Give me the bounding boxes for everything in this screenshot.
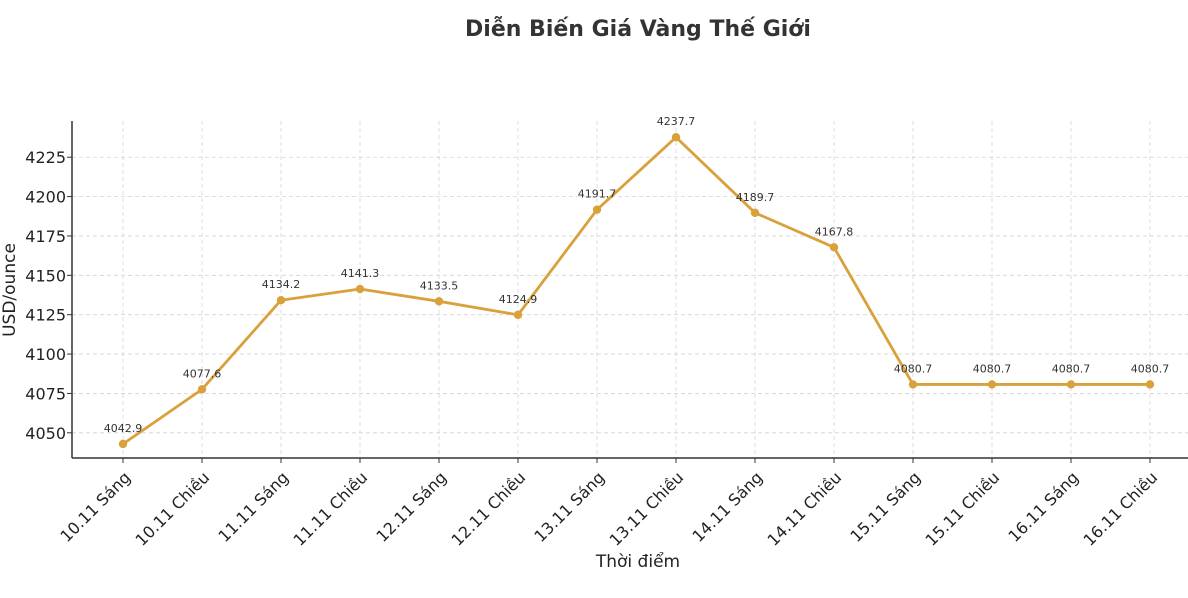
y-tick-label: 4150	[25, 266, 66, 285]
data-point	[1145, 380, 1155, 389]
data-label: 4080.7	[973, 362, 1012, 375]
axes	[71, 121, 1188, 459]
x-tick-label: 12.11 Sáng	[372, 468, 450, 546]
y-tick-label: 4100	[25, 345, 66, 364]
data-point	[355, 284, 365, 294]
data-point	[592, 205, 602, 214]
x-tick-label: 10.11 Chiều	[132, 468, 214, 550]
series	[118, 133, 1155, 449]
x-tick-label: 10.11 Sáng	[56, 468, 134, 546]
data-point	[671, 133, 681, 142]
series-line	[122, 135, 1150, 446]
x-tick-label: 12.11 Chiều	[448, 468, 530, 550]
data-point	[513, 310, 523, 320]
y-axis-label: USD/ounce	[0, 243, 20, 337]
data-label: 4080.7	[1052, 362, 1091, 375]
data-point	[908, 380, 918, 389]
gridlines	[72, 121, 1188, 458]
data-point	[1066, 380, 1076, 389]
x-tick-label: 14.11 Sáng	[688, 468, 766, 546]
data-label: 4141.3	[341, 267, 380, 280]
data-point	[197, 385, 207, 394]
data-point	[987, 380, 997, 389]
y-tick-label: 4175	[25, 227, 66, 246]
data-point	[276, 296, 286, 305]
data-label: 4080.7	[894, 362, 933, 375]
data-label: 4189.7	[736, 191, 775, 204]
x-tick-label: 15.11 Chiều	[922, 468, 1004, 550]
data-labels: 4042.9 4077.6 4134.2 4141.3 4133.5 4124.9 4191…	[104, 115, 1170, 435]
y-ticks: 4050 4075 4100 4125 4150 4175 4200 4225	[25, 148, 72, 443]
x-tick-label: 16.11 Sáng	[1004, 468, 1082, 546]
data-point	[750, 208, 760, 218]
data-label: 4191.7	[578, 188, 617, 201]
y-tick-label: 4125	[25, 306, 66, 325]
x-tick-label: 16.11 Chiều	[1080, 468, 1162, 550]
x-tick-label: 11.11 Sáng	[214, 468, 292, 546]
data-point	[434, 297, 444, 306]
data-label: 4167.8	[815, 225, 854, 238]
y-tick-label: 4200	[25, 188, 66, 207]
x-axis-label: Thời điểm	[595, 551, 680, 572]
data-label: 4124.9	[499, 293, 538, 306]
chart-title: Diễn Biến Giá Vàng Thế Giới	[465, 17, 811, 42]
y-tick-label: 4225	[25, 148, 66, 167]
data-label: 4134.2	[262, 278, 301, 291]
y-tick-label: 4050	[25, 424, 66, 443]
y-tick-label: 4075	[25, 384, 66, 403]
data-point	[118, 439, 128, 449]
x-tick-label: 13.11 Chiều	[606, 468, 688, 550]
x-tick-label: 15.11 Sáng	[846, 468, 924, 546]
x-tick-label: 14.11 Chiều	[764, 468, 846, 550]
data-label: 4042.9	[104, 422, 143, 435]
data-point	[829, 243, 839, 252]
data-label: 4077.6	[183, 367, 222, 380]
data-label: 4080.7	[1131, 362, 1170, 375]
data-label: 4237.7	[657, 115, 696, 128]
x-tick-label: 11.11 Chiều	[290, 468, 372, 550]
x-tick-label: 13.11 Sáng	[530, 468, 608, 546]
data-label: 4133.5	[420, 279, 459, 292]
